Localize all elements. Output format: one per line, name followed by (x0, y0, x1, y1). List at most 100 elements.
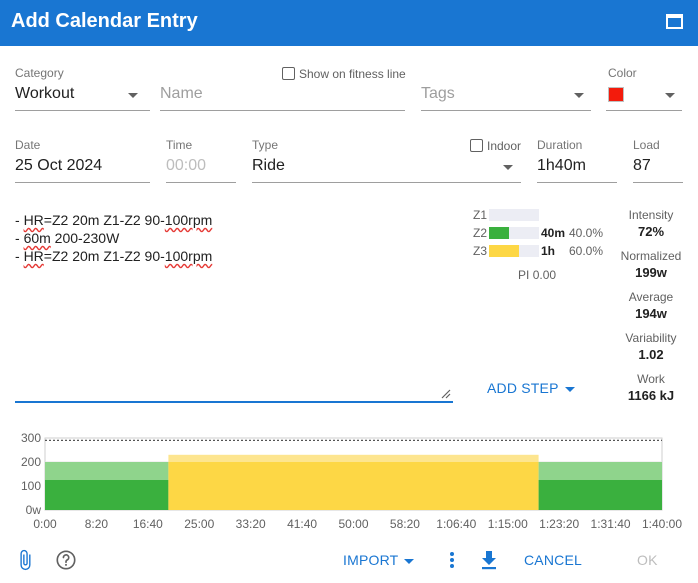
pi-value: 0.00 (532, 268, 557, 282)
time-underline (166, 182, 236, 183)
stat-label: Normalized (620, 249, 682, 263)
chart-x-tick-label: 25:00 (184, 517, 214, 531)
category-label: Category (15, 66, 64, 80)
description-text: - (15, 248, 24, 264)
import-button[interactable]: IMPORT (343, 552, 415, 568)
indoor-checkbox[interactable] (470, 139, 483, 152)
chart-step-range (45, 462, 169, 480)
zone-fill (489, 227, 509, 239)
chart-x-tick-label: 1:06:40 (436, 517, 476, 531)
date-input[interactable]: 25 Oct 2024 (15, 152, 150, 182)
more-vertical-icon[interactable] (444, 549, 460, 571)
description-text: =Z2 20m Z1-Z2 90- (43, 212, 165, 228)
time-input[interactable]: 00:00 (166, 152, 236, 182)
cancel-button[interactable]: CANCEL (524, 552, 582, 568)
chart-x-tick-label: 33:20 (236, 517, 266, 531)
name-placeholder: Name (160, 85, 203, 102)
chart-step-bar (45, 480, 169, 510)
type-select[interactable]: Ride (252, 152, 521, 182)
date-label: Date (15, 138, 41, 152)
zone-label: Z1 (473, 208, 488, 222)
zone-percent: 40.0% (569, 226, 604, 240)
pi-label: PI (518, 268, 530, 282)
stat-value: 1.02 (638, 347, 664, 362)
color-label: Color (608, 66, 637, 80)
maximize-icon[interactable] (666, 14, 683, 29)
chart-y-tick-label: 200 (21, 455, 41, 469)
stat-value: 199w (635, 265, 667, 280)
chevron-down-icon (564, 386, 575, 392)
load-input[interactable]: 87 (633, 152, 683, 182)
zone-fill (489, 245, 519, 257)
description-text: =Z2 20m Z1-Z2 90- (43, 248, 165, 264)
zone-percent: 60.0% (569, 244, 604, 258)
zone-label: Z3 (473, 244, 488, 258)
tags-placeholder: Tags (421, 85, 455, 102)
description-text: - (15, 212, 24, 228)
duration-value: 1h40m (537, 157, 586, 174)
resize-grip-icon[interactable] (441, 389, 451, 399)
chart-step-bar (168, 462, 539, 510)
ok-button[interactable]: OK (637, 552, 658, 568)
chart-x-tick-label: 1:31:40 (591, 517, 631, 531)
chart-y-tick-label: 300 (21, 431, 41, 445)
date-value: 25 Oct 2024 (15, 157, 103, 174)
chart-x-tick-label: 41:40 (287, 517, 317, 531)
load-value: 87 (633, 157, 651, 174)
indoor-label: Indoor (487, 139, 522, 153)
duration-input[interactable]: 1h40m (537, 152, 617, 182)
zone-bar-z1 (489, 209, 539, 221)
date-underline (15, 182, 150, 183)
chart-step-bar (538, 480, 662, 510)
tags-select[interactable]: Tags (421, 80, 591, 110)
duration-underline (537, 182, 617, 183)
stat-label: Average (628, 290, 674, 304)
add-step-button[interactable]: ADD STEP (487, 380, 575, 396)
type-label: Type (252, 138, 279, 152)
description-text: 100rpm (164, 248, 213, 264)
description-text: HR (23, 212, 44, 228)
stat-value: 194w (635, 306, 667, 321)
workout-power-chart: 300 200 100 0w0:00 8:20 16:40 25:00 33:20 41:40 5… (21, 431, 682, 531)
description-line: - HR=Z2 20m Z1-Z2 90-100rpm (15, 248, 212, 264)
description-underline (15, 401, 453, 403)
description-text: - (15, 230, 24, 246)
zone-time: 40m (541, 226, 566, 240)
pi-readout: PI 0.00 (518, 268, 556, 282)
help-icon[interactable] (55, 549, 77, 571)
paperclip-icon[interactable] (14, 549, 36, 571)
chart-x-tick-label: 1:23:20 (539, 517, 579, 531)
description-text: 200-230W (50, 230, 120, 246)
download-icon[interactable] (479, 549, 499, 571)
description-text: 60m (23, 230, 51, 246)
dialog-title: Add Calendar Entry (11, 10, 198, 32)
description-textarea[interactable]: - HR=Z2 20m Z1-Z2 90-100rpm - 60m 200-230… (15, 212, 453, 402)
chevron-down-icon (404, 558, 415, 564)
description-line: - 60m 200-230W (15, 230, 119, 246)
chart-step-range (168, 454, 539, 462)
stat-value: 72% (637, 224, 665, 239)
import-label: IMPORT (343, 552, 399, 568)
name-underline (160, 110, 405, 111)
chart-x-tick-label: 1:15:00 (488, 517, 528, 531)
duration-label: Duration (537, 138, 583, 152)
description-text: 100rpm (164, 212, 213, 228)
name-input[interactable]: Name (160, 80, 405, 110)
category-underline (15, 110, 150, 111)
add-step-label: ADD STEP (487, 380, 559, 396)
chart-x-tick-label: 8:20 (85, 517, 109, 531)
show-on-fitness-line-label: Show on fitness line (299, 67, 406, 81)
description-text: HR (23, 248, 44, 264)
color-select[interactable] (606, 80, 682, 110)
chevron-down-icon (128, 93, 138, 98)
show-on-fitness-line-checkbox[interactable] (282, 67, 295, 80)
description-line: - HR=Z2 20m Z1-Z2 90-100rpm (15, 212, 212, 228)
chevron-down-icon (574, 93, 584, 98)
stat-label: Variability (625, 331, 677, 345)
type-value: Ride (252, 157, 285, 174)
category-select[interactable]: Workout (15, 80, 150, 110)
chart-x-tick-label: 50:00 (338, 517, 368, 531)
chart-x-tick-label: 0:00 (33, 517, 57, 531)
color-underline (606, 110, 682, 111)
chart-x-tick-label: 16:40 (133, 517, 163, 531)
